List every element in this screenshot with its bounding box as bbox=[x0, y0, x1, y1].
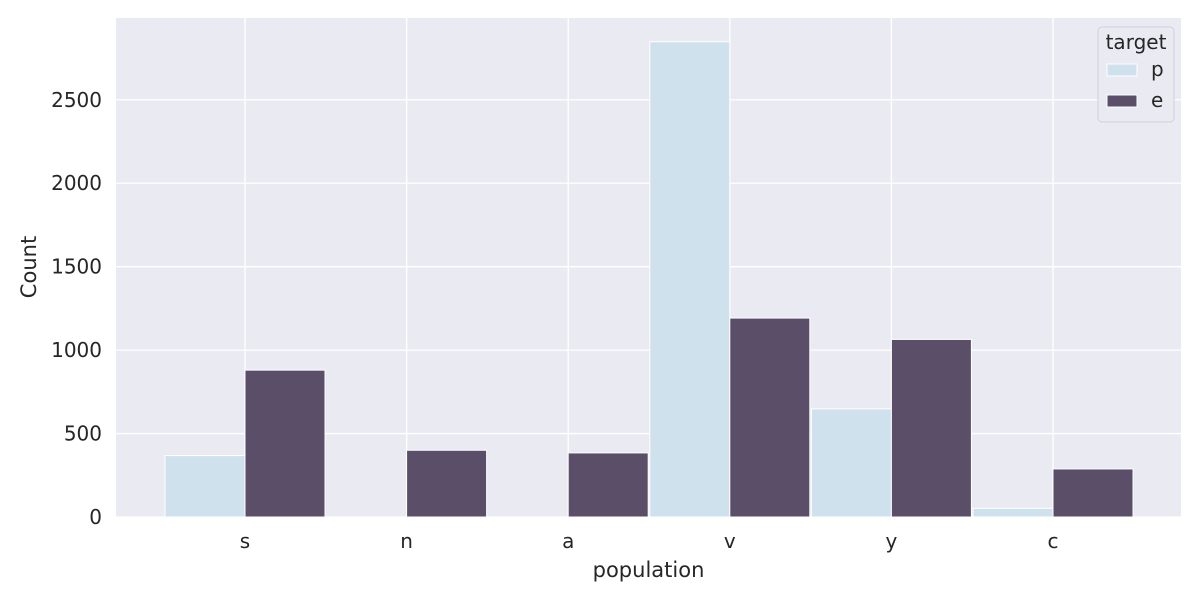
y-tick-label: 2500 bbox=[51, 88, 102, 112]
x-tick-label: n bbox=[400, 529, 413, 553]
legend-swatch-p bbox=[1106, 63, 1138, 77]
y-tick-label: 2000 bbox=[51, 171, 102, 195]
bar-e-a bbox=[567, 452, 649, 518]
y-axis-label: Count bbox=[17, 236, 41, 298]
bar-e-s bbox=[244, 369, 326, 518]
x-tick-label: c bbox=[1048, 529, 1059, 553]
y-tick-label: 1000 bbox=[51, 338, 102, 362]
bar-e-n bbox=[406, 449, 488, 518]
x-axis-label: population bbox=[593, 558, 705, 582]
legend-label-p: p bbox=[1151, 57, 1164, 81]
y-tick-label: 1500 bbox=[51, 255, 102, 279]
x-tick-label: s bbox=[240, 529, 250, 553]
bars bbox=[164, 41, 1134, 518]
bar-p-c bbox=[972, 507, 1054, 518]
y-tick-label: 500 bbox=[64, 422, 102, 446]
bar-p-y bbox=[810, 408, 892, 518]
bar-p-s bbox=[164, 455, 246, 518]
bar-e-v bbox=[729, 317, 811, 518]
y-tick-labels: 0 500 1000 1500 2000 2500 bbox=[51, 88, 102, 529]
bar-e-y bbox=[890, 338, 972, 518]
x-tick-label: y bbox=[885, 529, 897, 553]
bar-e-c bbox=[1052, 468, 1134, 518]
legend-label-e: e bbox=[1151, 88, 1163, 112]
legend-title: target bbox=[1106, 30, 1167, 54]
y-tick-label: 0 bbox=[89, 505, 102, 529]
legend-entries: pe bbox=[1106, 57, 1164, 112]
legend-swatch-e bbox=[1106, 94, 1138, 108]
bar-p-v bbox=[649, 41, 731, 518]
x-tick-label: a bbox=[562, 529, 574, 553]
legend: target pe bbox=[1097, 26, 1175, 123]
x-tick-label: v bbox=[724, 529, 736, 553]
